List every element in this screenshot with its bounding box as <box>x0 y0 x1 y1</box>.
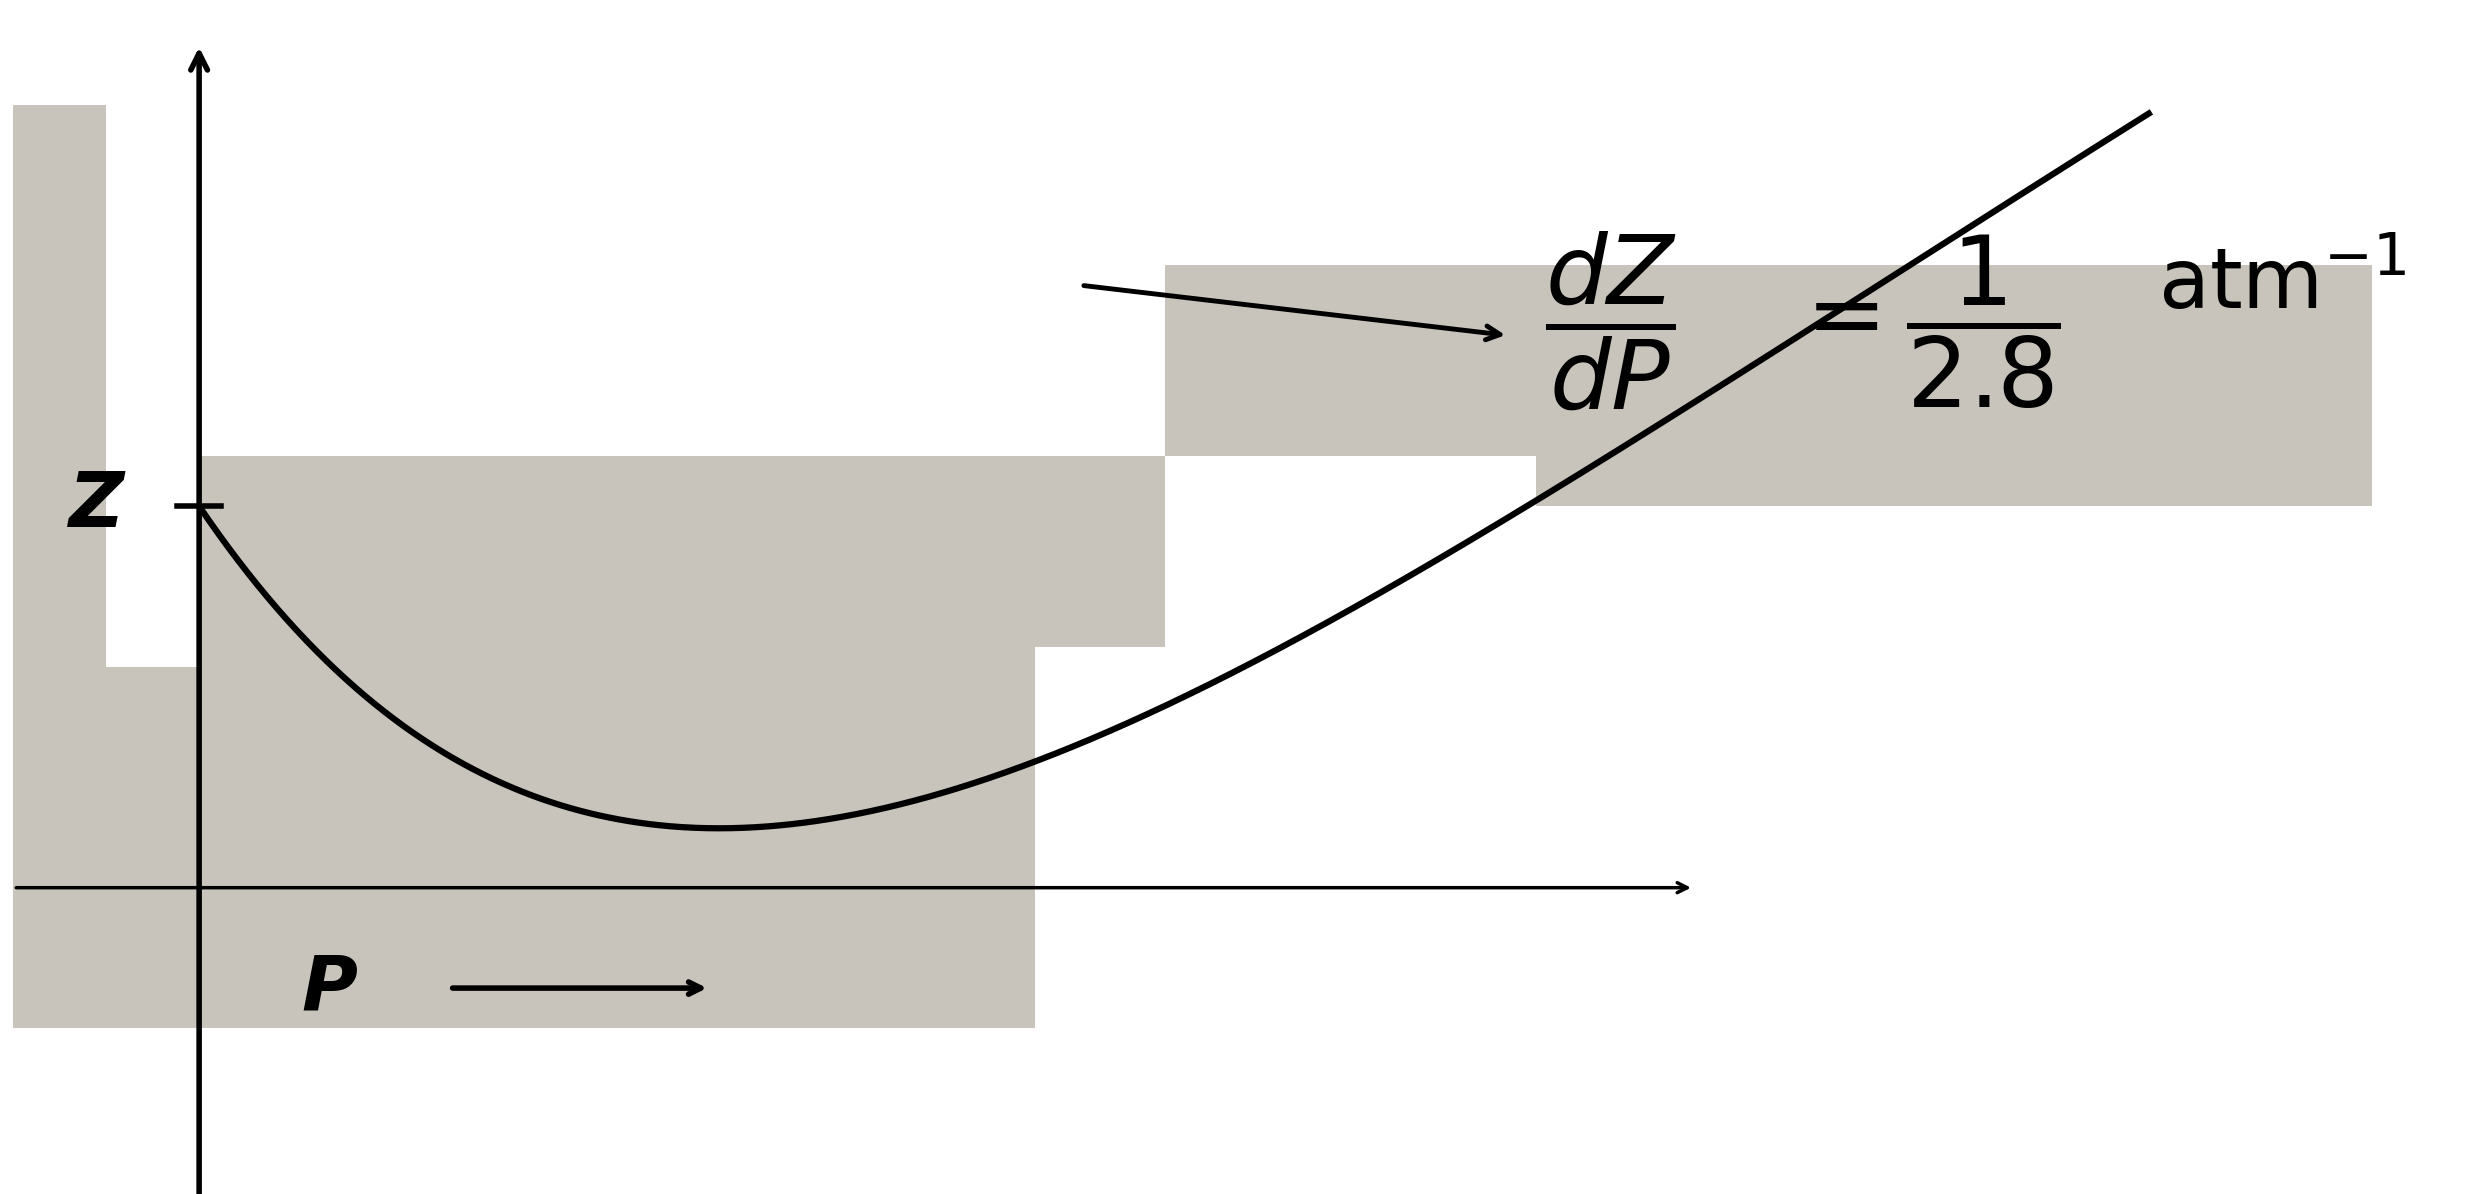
Text: P: P <box>301 952 358 1026</box>
Text: Z: Z <box>69 469 126 543</box>
Bar <box>106 666 200 1028</box>
Text: $\dfrac{dZ}{dP}$: $\dfrac{dZ}{dP}$ <box>1546 230 1677 413</box>
Text: $= \dfrac{1}{2.8}$: $= \dfrac{1}{2.8}$ <box>1786 233 2060 411</box>
Bar <box>1166 265 1536 456</box>
Bar <box>200 456 1166 647</box>
Bar <box>200 647 1035 1028</box>
Text: $\mathrm{atm}^{-1}$: $\mathrm{atm}^{-1}$ <box>2159 245 2406 326</box>
Bar <box>12 105 106 1028</box>
Bar <box>1536 265 2371 506</box>
